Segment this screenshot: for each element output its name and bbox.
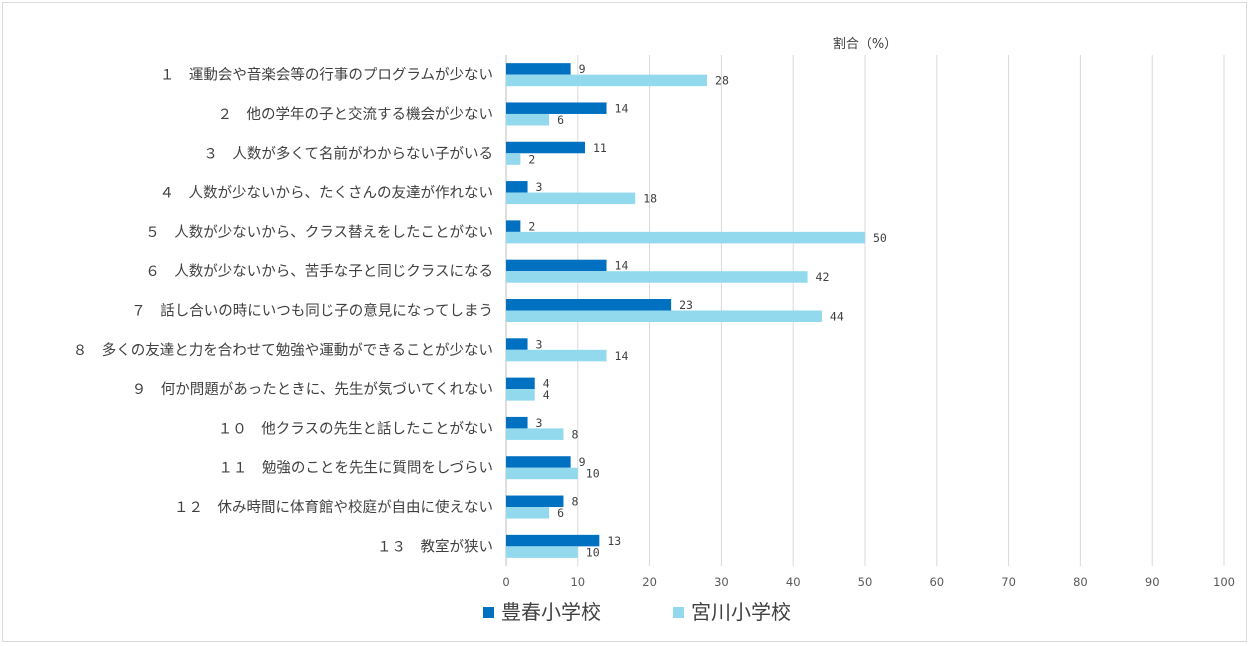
data-label: 42 bbox=[816, 270, 830, 284]
data-label: 6 bbox=[557, 113, 564, 127]
x-tick-label: 30 bbox=[714, 575, 729, 589]
data-label: 6 bbox=[557, 506, 564, 520]
bar-toyoharu bbox=[506, 141, 585, 154]
bar-toyoharu bbox=[506, 416, 528, 429]
category-label: ５ 人数が少ないから、クラス替えをしたことがない bbox=[145, 224, 493, 241]
bar-miyagawa bbox=[506, 467, 578, 480]
bar-miyagawa bbox=[506, 546, 578, 558]
category-label: ７ 話し合いの時にいつも同じ子の意見になってしまう bbox=[131, 302, 493, 320]
x-tick-label: 70 bbox=[1001, 575, 1016, 589]
data-label: 18 bbox=[643, 192, 657, 206]
bar-miyagawa bbox=[506, 113, 550, 126]
x-tick-label: 20 bbox=[642, 575, 657, 589]
category-label: ６ 人数が少ないから、苦手な子と同じクラスになる bbox=[145, 263, 493, 280]
bar-toyoharu bbox=[506, 259, 607, 272]
x-axis-title: 割合（%） bbox=[833, 36, 897, 52]
legend-swatch bbox=[673, 607, 684, 618]
data-label: 3 bbox=[536, 180, 543, 194]
legend-swatch bbox=[483, 607, 494, 618]
data-label: 2 bbox=[528, 152, 535, 166]
data-label: 3 bbox=[536, 337, 543, 351]
x-tick-label: 80 bbox=[1073, 575, 1088, 589]
x-tick-label: 40 bbox=[786, 575, 801, 589]
bar-toyoharu bbox=[506, 299, 672, 311]
data-label: 10 bbox=[586, 545, 600, 559]
bars bbox=[506, 63, 865, 558]
category-label: １１ 勉強のことを先生に質問をしづらい bbox=[218, 459, 493, 477]
category-label: ３ 人数が多くて名前がわからない子がいる bbox=[203, 145, 493, 162]
legend: 豊春小学校 宮川小学校 bbox=[483, 600, 791, 624]
x-tick-label: 10 bbox=[570, 575, 585, 589]
data-label: 50 bbox=[873, 231, 887, 245]
bar-miyagawa bbox=[506, 349, 607, 362]
category-label: ８ 多くの友達と力を合わせて勉強や運動ができることが少ない bbox=[73, 342, 493, 359]
bar-toyoharu bbox=[506, 377, 535, 390]
bar-toyoharu bbox=[506, 63, 571, 75]
bar-toyoharu bbox=[506, 534, 600, 547]
legend-label: 宮川小学校 bbox=[691, 600, 791, 624]
bar-toyoharu bbox=[506, 102, 607, 114]
x-tick-label: 100 bbox=[1213, 575, 1235, 589]
x-tick-label: 50 bbox=[858, 575, 873, 589]
data-label: 14 bbox=[615, 101, 629, 115]
data-label: 14 bbox=[615, 259, 629, 273]
bar-miyagawa bbox=[506, 271, 808, 283]
bar-toyoharu bbox=[506, 338, 528, 350]
labels: 0 10 20 30 40 50 60 70 80 90 100 １ 運動会や音楽会等の行事のプログラ… bbox=[73, 62, 1235, 589]
data-label: 3 bbox=[536, 416, 543, 430]
data-label: 28 bbox=[715, 74, 729, 88]
category-label: ２ 他の学年の子と交流する機会が少ない bbox=[218, 105, 494, 123]
legend-label: 豊春小学校 bbox=[501, 600, 601, 624]
data-label: 9 bbox=[579, 455, 586, 469]
data-label: 8 bbox=[571, 427, 578, 441]
data-label: 10 bbox=[586, 467, 600, 481]
data-label: 4 bbox=[543, 388, 550, 402]
category-label: ９ 何か問題があったときに、先生が気づいてくれない bbox=[132, 381, 493, 398]
bar-chart: 0 10 20 30 40 50 60 70 80 90 100 １ 運動会や音楽会等の行事のプログラ… bbox=[73, 36, 1235, 624]
data-label: 2 bbox=[528, 219, 535, 233]
bar-toyoharu bbox=[506, 181, 528, 193]
bar-miyagawa bbox=[506, 192, 636, 205]
bar-miyagawa bbox=[506, 310, 822, 322]
data-label: 23 bbox=[679, 298, 693, 312]
data-label: 14 bbox=[615, 349, 629, 363]
x-tick-label: 60 bbox=[929, 575, 944, 589]
x-tick-label: 90 bbox=[1145, 575, 1160, 589]
bar-miyagawa bbox=[506, 74, 708, 87]
bar-miyagawa bbox=[506, 507, 550, 519]
data-label: 9 bbox=[579, 62, 586, 76]
data-label: 11 bbox=[593, 141, 607, 155]
bar-miyagawa bbox=[506, 153, 521, 165]
category-label: １２ 休み時間に体育館や校庭が自由に使えない bbox=[174, 499, 493, 516]
category-label: １３ 教室が狭い bbox=[377, 538, 493, 555]
category-label: ４ 人数が少ないから、たくさんの友達が作れない bbox=[160, 185, 494, 202]
data-label: 8 bbox=[571, 495, 578, 509]
bar-miyagawa bbox=[506, 231, 865, 244]
data-label: 13 bbox=[607, 534, 621, 548]
bar-toyoharu bbox=[506, 456, 571, 468]
data-label: 44 bbox=[830, 310, 844, 324]
bar-miyagawa bbox=[506, 428, 564, 440]
category-label: １ 運動会や音楽会等の行事のプログラムが少ない bbox=[160, 66, 493, 84]
category-label: １０ 他クラスの先生と話したことがない bbox=[218, 420, 493, 437]
bar-toyoharu bbox=[506, 220, 521, 232]
bar-miyagawa bbox=[506, 389, 535, 401]
x-tick-label: 0 bbox=[502, 575, 509, 589]
data-label: 4 bbox=[543, 377, 550, 391]
bar-toyoharu bbox=[506, 495, 564, 508]
